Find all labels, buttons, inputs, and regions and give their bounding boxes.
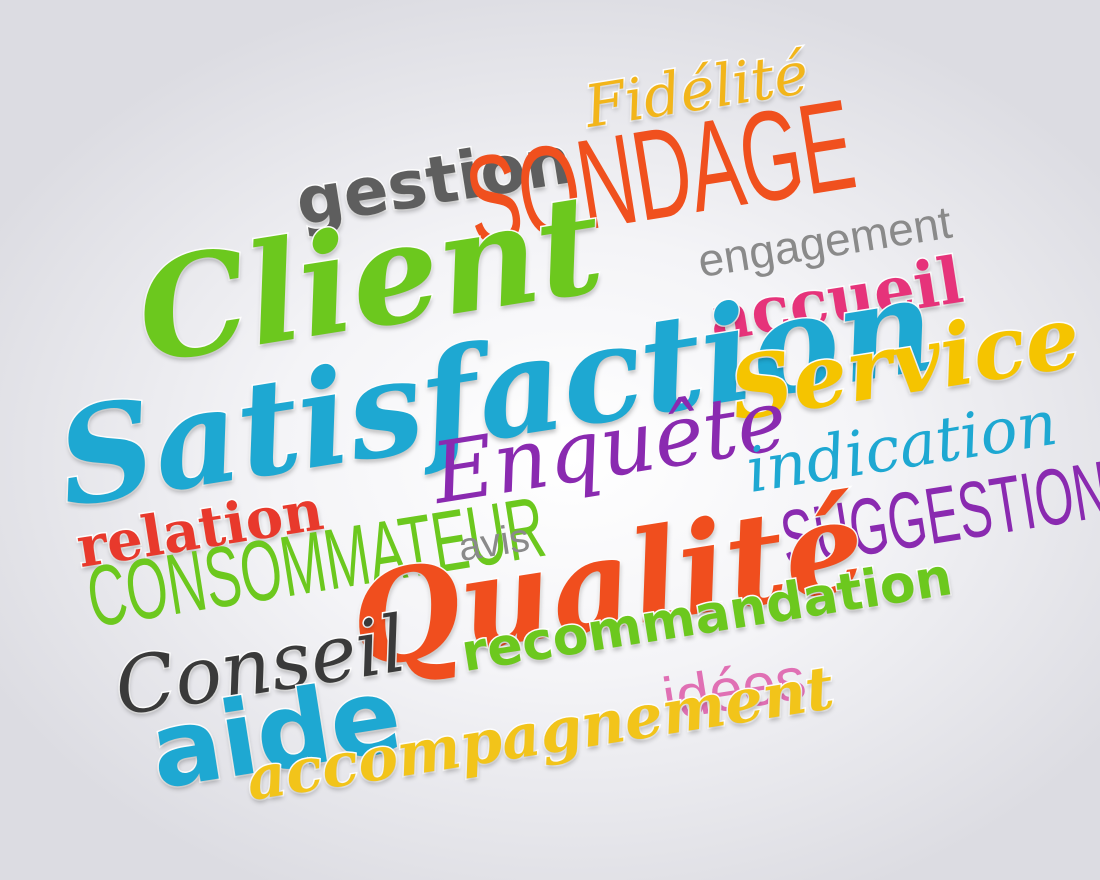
word-cloud: Fidélité gestion SONDAGE Client engageme… [46,37,1100,816]
